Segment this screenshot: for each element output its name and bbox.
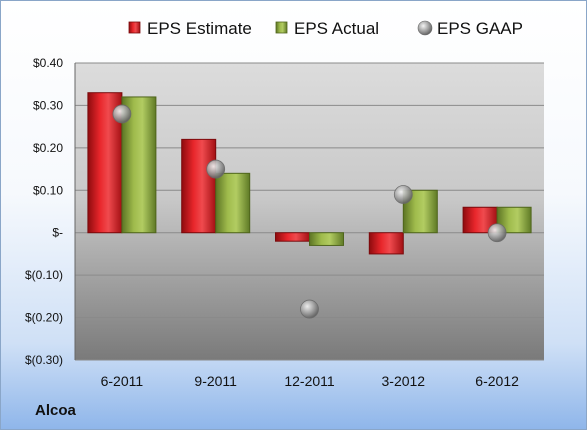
marker-eps-gaap [206,159,226,179]
legend-label: EPS Actual [294,19,379,38]
legend-swatch [275,21,288,34]
x-tick-label: 9-2011 [194,373,237,389]
marker-eps-gaap [487,223,507,243]
y-tick-label: $0.20 [33,141,63,155]
legend: EPS Estimate EPS Actual EPS GAAP [128,19,523,38]
legend-swatch [128,21,141,34]
y-tick-label: $- [52,226,63,240]
bar-eps-estimate [275,232,310,242]
bar-eps-actual [215,172,251,234]
legend-label: EPS Estimate [147,19,252,38]
bar-eps-estimate [368,232,404,255]
bars [87,92,532,255]
x-axis: 6-2011 9-2011 12-2011 3-2012 6-2012 [101,373,519,389]
marker-eps-gaap [112,104,132,124]
bar-eps-actual [309,232,344,246]
y-tick-label: $0.10 [33,183,63,197]
company-name: Alcoa [35,402,76,419]
marker-eps-gaap [393,185,413,204]
y-tick-label: $(0.10) [25,268,63,282]
x-tick-label: 6-2011 [101,373,144,389]
x-tick-label: 6-2012 [475,373,519,389]
marker-eps-gaap [300,299,319,319]
x-tick-label: 12-2011 [284,373,335,389]
legend-label: EPS GAAP [437,19,523,38]
x-tick-label: 3-2012 [382,373,426,389]
legend-swatch [417,20,433,36]
y-tick-label: $0.40 [33,56,63,70]
y-tick-label: $(0.20) [25,311,63,325]
y-axis: $0.40 $0.30 $0.20 $0.10 $- $(0.10) $(0.20) $(0.… [25,56,76,367]
y-tick-label: $(0.30) [25,353,63,367]
gaap-markers [112,104,507,319]
y-tick-label: $0.30 [33,98,63,112]
bar-eps-estimate [181,138,217,234]
